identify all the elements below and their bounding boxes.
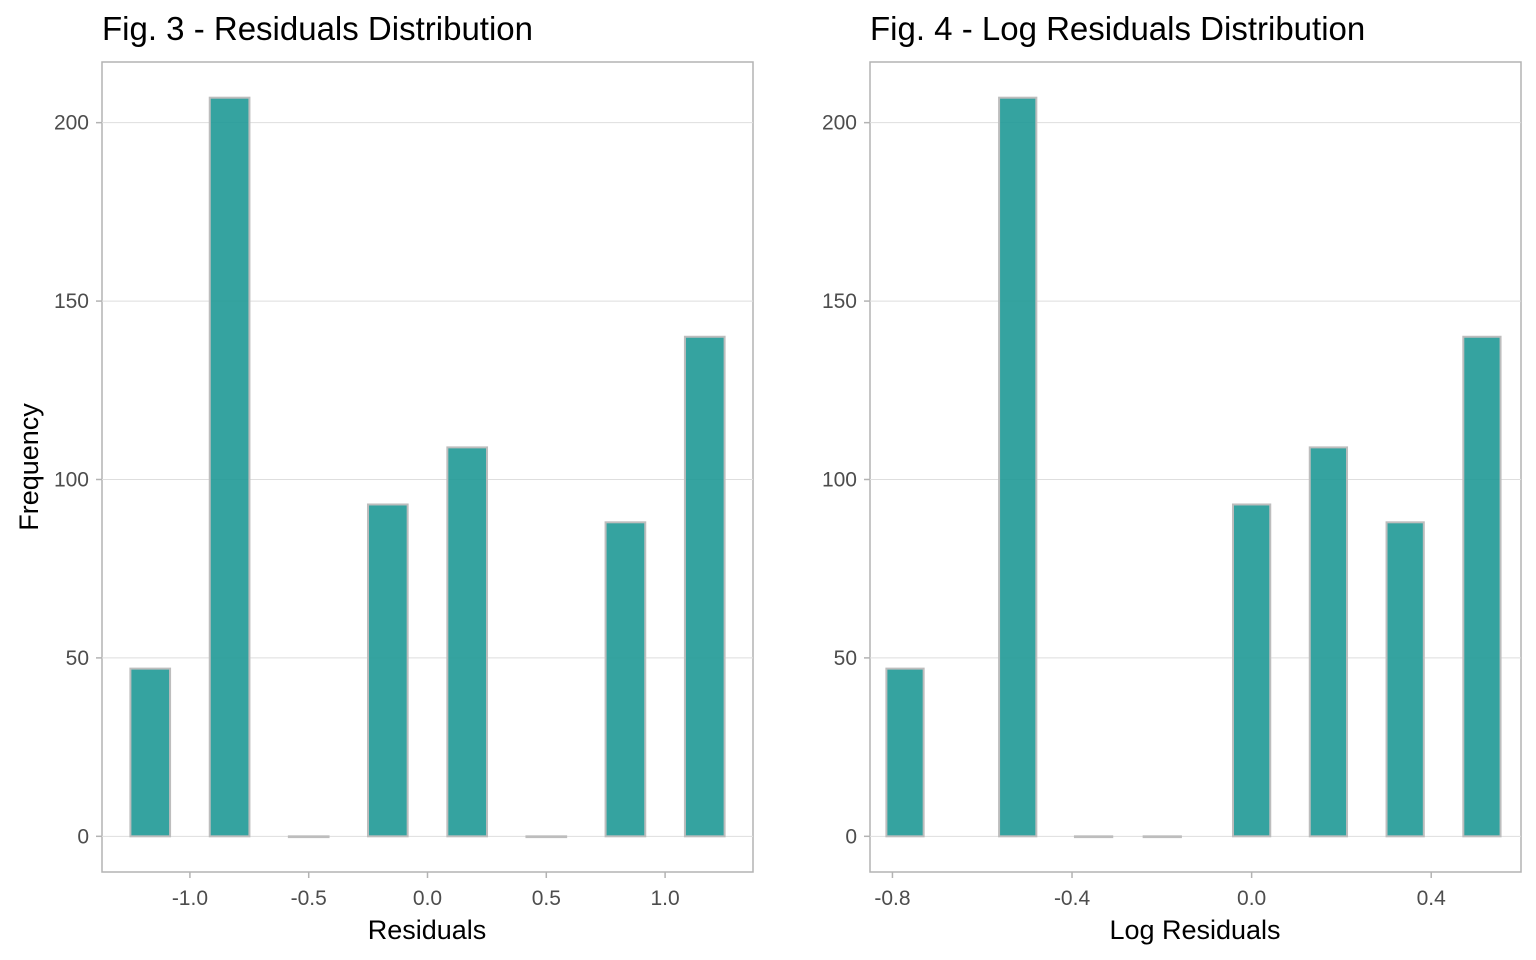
y-tick-label: 200	[822, 112, 857, 135]
x-tick-labels: -1.0 -0.5 0.0 0.5 1.0	[172, 872, 680, 910]
bars	[129, 96, 726, 839]
y-tick-labels: 0 50 100 150 200	[54, 112, 102, 848]
bar	[366, 503, 409, 838]
plot-frame	[101, 61, 754, 873]
y-tick-label: 150	[822, 290, 857, 313]
y-tick-label: 100	[54, 468, 89, 491]
panel-log-residuals: Fig. 4 - Log Residuals Distribution 0 50 1…	[822, 10, 1522, 945]
x-axis-label: Log Residuals	[1109, 915, 1280, 945]
bar	[885, 667, 925, 838]
bar	[208, 96, 251, 838]
bar	[1462, 335, 1502, 838]
bar	[683, 335, 726, 838]
y-tick-label: 50	[834, 647, 857, 670]
bars	[885, 96, 1502, 839]
y-tick-label: 150	[54, 290, 89, 313]
bar	[604, 521, 647, 838]
bar	[525, 835, 568, 839]
bar	[446, 446, 489, 838]
chart-title: Fig. 3 - Residuals Distribution	[102, 10, 533, 47]
x-tick-label: 0.4	[1417, 887, 1447, 910]
x-tick-label: 0.0	[1237, 887, 1266, 910]
panel-residuals: Fig. 3 - Residuals Distribution 0 50 100 15…	[14, 10, 754, 945]
y-tick-labels: 0 50 100 150 200	[822, 112, 870, 848]
y-tick-label: 200	[54, 112, 89, 135]
bar	[1073, 835, 1114, 839]
x-axis-label: Residuals	[368, 915, 487, 945]
bar	[998, 96, 1038, 838]
x-tick-label: -0.5	[291, 887, 327, 910]
bar	[1385, 521, 1425, 838]
y-tick-label: 100	[822, 468, 857, 491]
x-tick-label: -1.0	[172, 887, 208, 910]
bar	[1142, 835, 1182, 839]
y-tick-label: 0	[845, 825, 857, 848]
x-tick-label: -0.4	[1054, 887, 1091, 910]
x-tick-label: 1.0	[650, 887, 679, 910]
x-tick-label: 0.5	[532, 887, 561, 910]
bar	[129, 667, 172, 838]
y-axis-label: Frequency	[14, 403, 44, 531]
x-tick-label: 0.0	[413, 887, 442, 910]
bar	[1308, 446, 1349, 838]
bar	[287, 835, 330, 839]
y-tick-label: 0	[77, 825, 89, 848]
bar	[1231, 503, 1272, 838]
x-tick-label: -0.8	[874, 887, 910, 910]
x-tick-labels: -0.8 -0.4 0.0 0.4	[874, 872, 1446, 910]
chart-title: Fig. 4 - Log Residuals Distribution	[870, 10, 1365, 47]
y-tick-label: 50	[66, 647, 89, 670]
